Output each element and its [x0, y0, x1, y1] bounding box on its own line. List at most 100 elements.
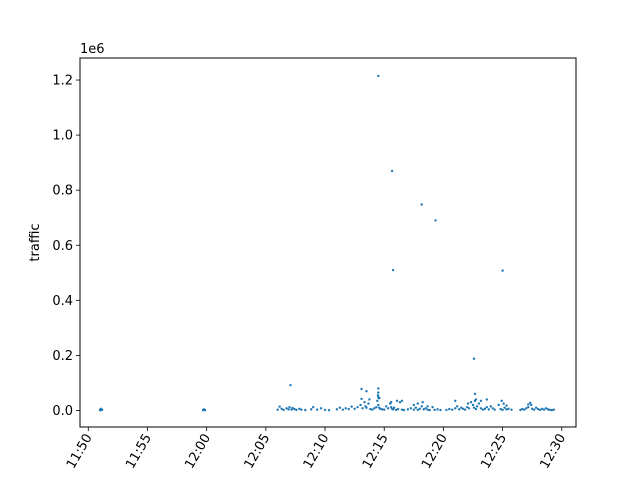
- data-point: [398, 401, 402, 404]
- data-point: [421, 401, 424, 404]
- data-point: [310, 408, 313, 411]
- data-point: [479, 407, 483, 410]
- data-point: [356, 405, 359, 409]
- x-tick-label: 12:15: [360, 432, 392, 472]
- data-point: [276, 408, 279, 411]
- ticks-layer: 11:50 11:55 12:00 12:05 12:10 12:15 12:20 12:25…: [52, 74, 569, 472]
- data-point: [497, 403, 500, 407]
- data-point: [474, 407, 478, 411]
- data-point: [531, 407, 534, 411]
- y-tick-label: 0.8: [52, 184, 73, 199]
- data-point: [377, 391, 380, 394]
- data-point: [426, 405, 429, 408]
- data-point: [431, 405, 434, 409]
- data-point: [365, 390, 368, 393]
- data-point: [463, 408, 467, 411]
- data-point: [287, 408, 290, 411]
- data-point: [312, 405, 315, 409]
- x-tick-label: 12:30: [538, 432, 570, 472]
- data-point: [282, 408, 285, 412]
- data-point: [377, 403, 380, 407]
- data-point: [412, 403, 416, 407]
- data-point: [445, 408, 448, 412]
- data-point: [546, 408, 550, 411]
- data-point: [323, 408, 327, 412]
- data-point: [285, 407, 288, 410]
- data-point: [475, 405, 479, 408]
- data-point: [519, 408, 522, 412]
- x-tick-label: 12:05: [242, 432, 274, 472]
- x-tick-label: 11:55: [123, 432, 155, 472]
- data-point: [389, 401, 393, 404]
- data-point: [291, 406, 294, 410]
- data-point: [373, 407, 376, 410]
- data-point: [448, 407, 451, 411]
- data-point: [315, 408, 319, 411]
- data-point: [350, 405, 353, 408]
- data-point: [400, 408, 404, 411]
- data-point: [289, 383, 292, 387]
- data-point: [456, 405, 459, 408]
- data-point: [451, 408, 454, 411]
- data-point: [502, 402, 505, 405]
- data-point: [428, 408, 431, 412]
- data-point: [454, 399, 457, 403]
- data-point: [409, 407, 413, 410]
- data-point: [534, 406, 538, 409]
- data-point: [367, 402, 370, 405]
- data-point: [473, 392, 477, 396]
- data-point: [100, 408, 104, 411]
- data-point: [439, 408, 442, 412]
- data-point: [347, 407, 350, 411]
- data-point: [391, 268, 395, 272]
- data-point: [507, 407, 510, 411]
- data-point: [379, 407, 382, 411]
- data-point: [477, 402, 481, 405]
- data-point: [378, 396, 381, 400]
- data-point: [466, 402, 470, 405]
- data-point: [368, 398, 371, 401]
- data-point: [472, 406, 476, 409]
- data-point: [298, 407, 301, 411]
- data-point: [510, 408, 513, 411]
- data-point: [471, 403, 475, 407]
- y-axis-label: traffic: [28, 223, 43, 261]
- data-point: [400, 399, 404, 403]
- data-point: [361, 407, 364, 410]
- data-point: [416, 402, 419, 405]
- data-point: [483, 407, 487, 411]
- y-tick-label: 0.4: [52, 294, 73, 309]
- data-point: [412, 408, 416, 411]
- data-point: [369, 407, 372, 411]
- data-point: [424, 407, 427, 410]
- data-point: [420, 203, 423, 206]
- data-point: [203, 408, 207, 412]
- data-point: [375, 405, 378, 409]
- data-point: [548, 408, 552, 412]
- data-point: [341, 408, 344, 411]
- data-point: [434, 219, 437, 222]
- data-point: [501, 269, 504, 272]
- data-point: [500, 399, 503, 403]
- data-point: [300, 408, 303, 411]
- data-point: [426, 408, 429, 411]
- data-point: [499, 407, 502, 411]
- x-tick-label: 12:00: [182, 432, 214, 472]
- data-point: [395, 399, 399, 403]
- y-tick-label: 0.6: [52, 239, 73, 254]
- data-point: [381, 408, 384, 411]
- data-point: [521, 407, 524, 411]
- data-point: [406, 408, 410, 411]
- data-point: [550, 408, 554, 412]
- data-point: [458, 408, 461, 411]
- data-point: [386, 407, 390, 410]
- data-point: [485, 405, 489, 409]
- data-point: [523, 408, 526, 411]
- data-point: [422, 408, 425, 411]
- y-offset-text: 1e6: [80, 42, 105, 57]
- x-tick-label: 11:50: [64, 432, 96, 472]
- data-point: [338, 406, 342, 409]
- data-point: [418, 407, 421, 411]
- data-point: [344, 407, 347, 410]
